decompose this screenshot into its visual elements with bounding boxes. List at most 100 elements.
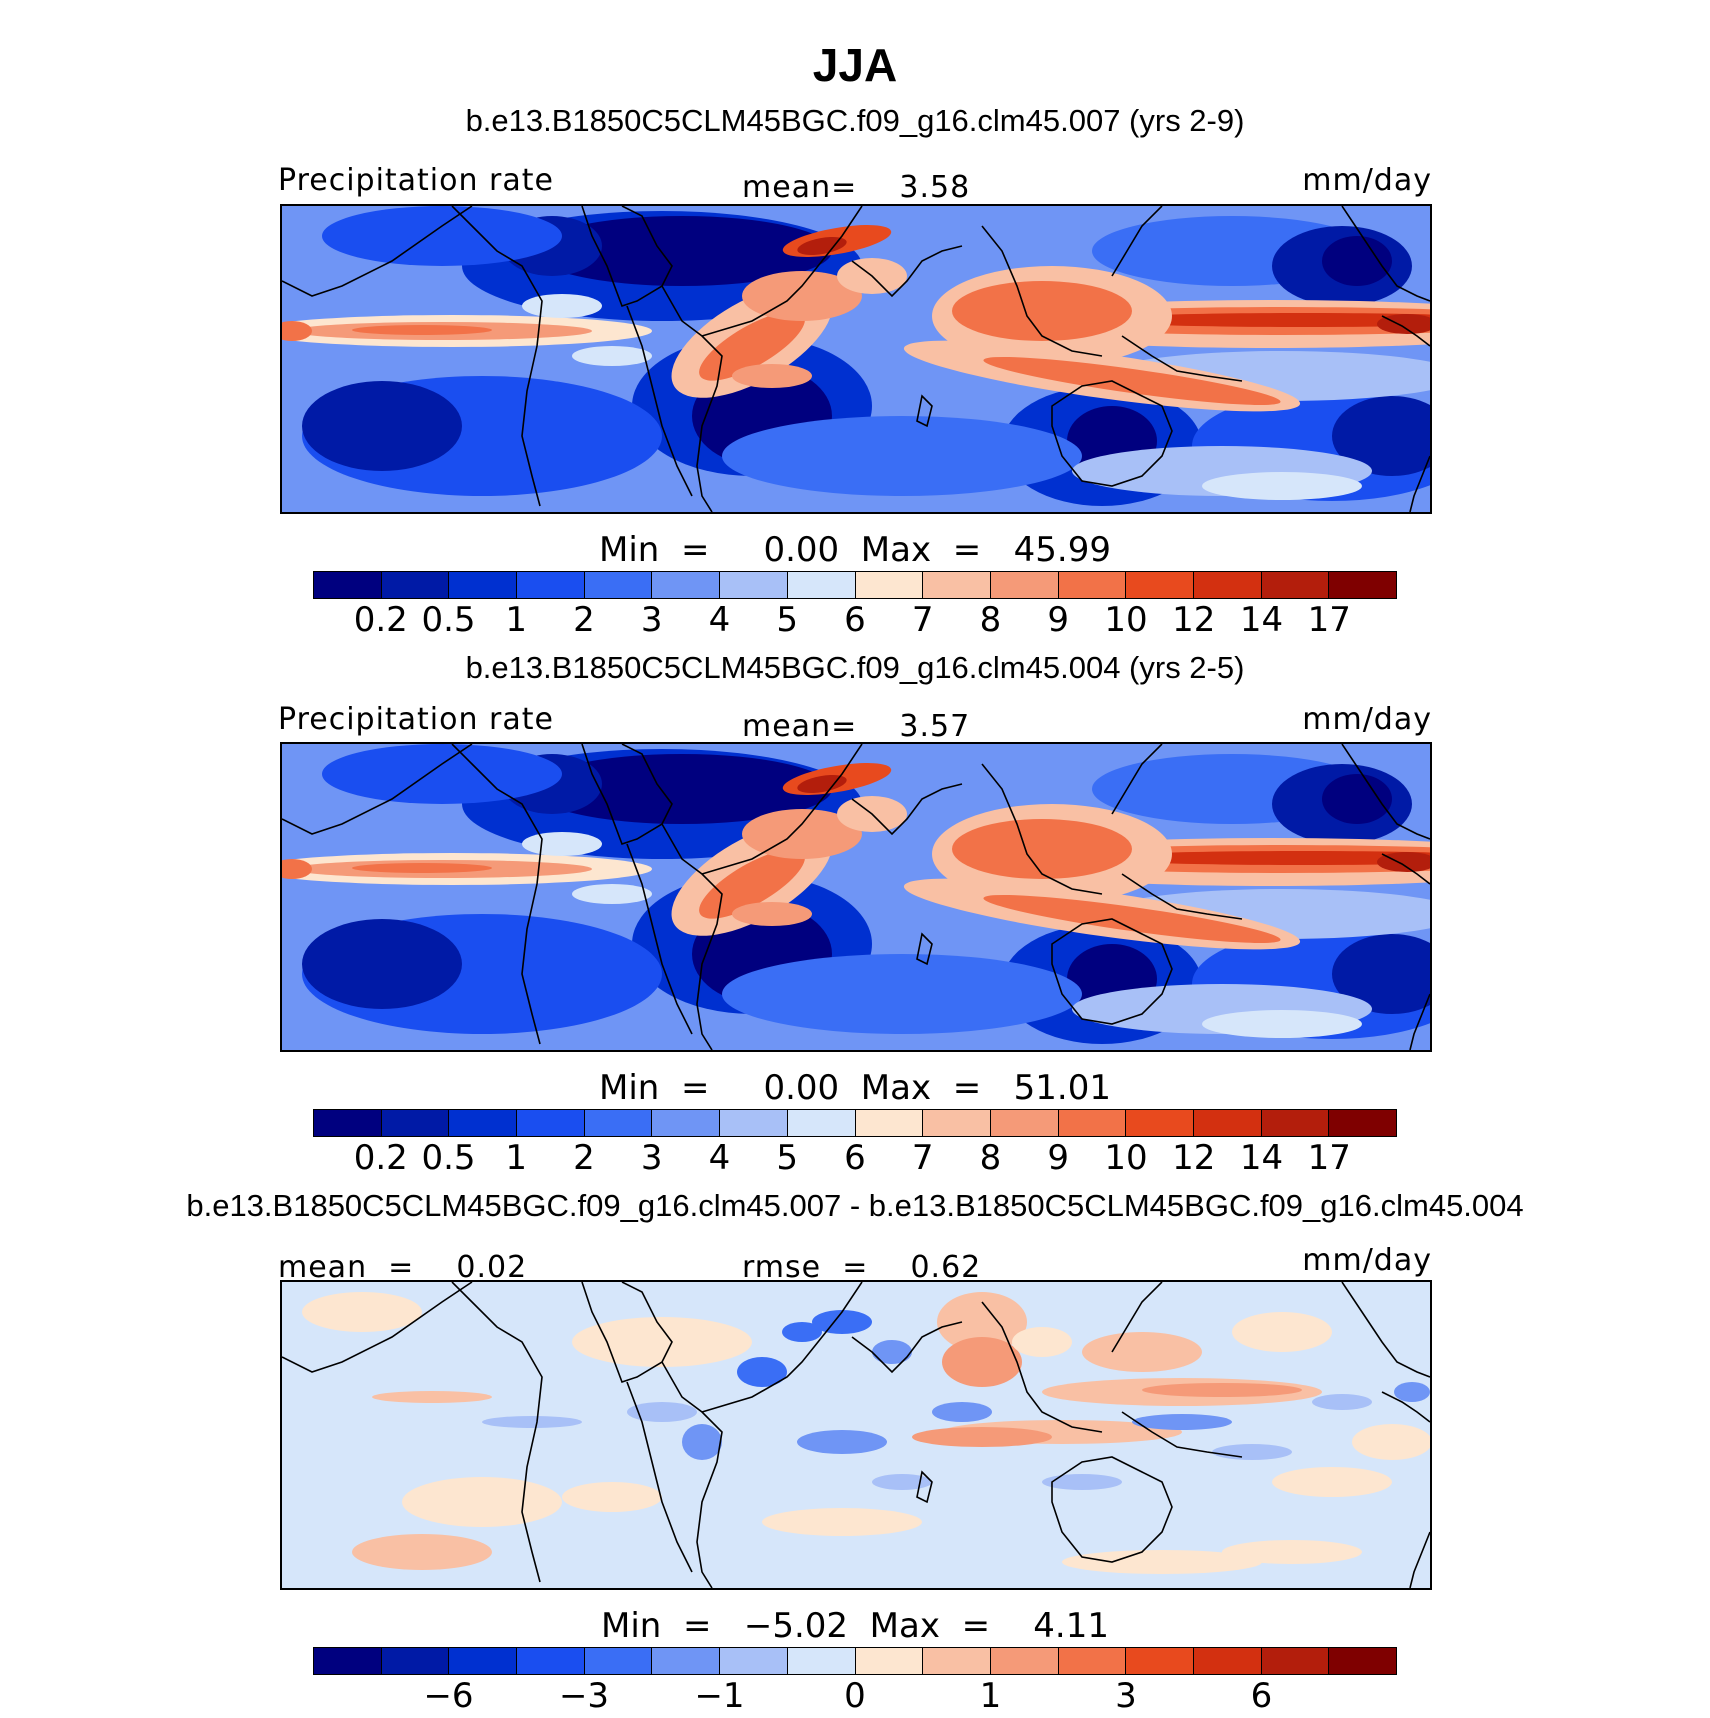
colorbar-tick-label: 10: [1104, 600, 1148, 640]
colorbar-swatch: [720, 1110, 788, 1136]
colorbar-1: [313, 571, 1397, 599]
colorbar-tick-label: 4: [708, 1138, 731, 1178]
colorbar-swatch: [314, 1110, 382, 1136]
colorbar-swatch: [787, 1110, 856, 1136]
colorbar-tick-label: 3: [640, 1138, 663, 1178]
minmax-label-3: Min = −5.02 Max = 4.11: [601, 1606, 1109, 1646]
colorbar-ticks-1: 0.2 0.5 1 2 3 4 5 6 7 8 9 10 12 14 17: [313, 600, 1397, 640]
colorbar-tick-label: 7: [911, 600, 934, 640]
colorbar-swatch: [517, 1110, 585, 1136]
colorbar-ticks-2: 0.2 0.5 1 2 3 4 5 6 7 8 9 10 12 14 17: [313, 1138, 1397, 1178]
colorbar-tick-label: 10: [1104, 1138, 1148, 1178]
colorbar-tick-label: 0.2: [353, 1138, 408, 1178]
colorbar-swatch: [1329, 572, 1396, 598]
map-panel-2: [280, 742, 1432, 1052]
colorbar-tick-label: 2: [573, 1138, 595, 1178]
colorbar-swatch: [787, 1648, 856, 1674]
colorbar-tick-label: −1: [694, 1676, 745, 1716]
colorbar-tick-label: 0.5: [421, 600, 476, 640]
case-title-1: b.e13.B1850C5CLM45BGC.f09_g16.clm45.007 …: [465, 103, 1245, 138]
colorbar-swatch: [1058, 1110, 1127, 1136]
map-panel-1: [280, 204, 1432, 514]
colorbar-tick-label: 2: [573, 600, 595, 640]
case-title-3: b.e13.B1850C5CLM45BGC.f09_g16.clm45.007 …: [186, 1188, 1524, 1223]
colorbar-tick-label: 17: [1307, 1138, 1351, 1178]
map-panel-3: [280, 1280, 1432, 1590]
colorbar-swatch: [720, 572, 788, 598]
colorbar-tick-label: 6: [844, 600, 866, 640]
colorbar-tick-label: 12: [1172, 1138, 1216, 1178]
colorbar-tick-label: 9: [1047, 1138, 1070, 1178]
colorbar-swatch: [990, 1648, 1059, 1674]
colorbar-swatch: [855, 572, 924, 598]
colorbar-tick-label: 3: [1115, 1676, 1137, 1716]
colorbar-swatch: [584, 1648, 653, 1674]
colorbar-tick-label: 1: [979, 1676, 1002, 1716]
colorbar-swatch: [314, 1648, 382, 1674]
colorbar-swatch: [787, 572, 856, 598]
colorbar-swatch: [1193, 572, 1262, 598]
colorbar-tick-label: 1: [505, 1138, 528, 1178]
variable-label-2: Precipitation rate: [278, 702, 554, 737]
colorbar-tick-label: 3: [640, 600, 663, 640]
colorbar-tick-label: 6: [1250, 1676, 1273, 1716]
colorbar-tick-label: 7: [911, 1138, 934, 1178]
colorbar-swatch: [1329, 1648, 1396, 1674]
colorbar-swatch: [517, 572, 585, 598]
colorbar-swatch: [449, 1648, 518, 1674]
colorbar-swatch: [449, 1110, 518, 1136]
units-label-1: mm/day: [1302, 163, 1432, 198]
colorbar-tick-label: 17: [1307, 600, 1351, 640]
colorbar-tick-label: 1: [505, 600, 528, 640]
colorbar-swatch: [1193, 1648, 1262, 1674]
colorbar-swatch: [1126, 1648, 1194, 1674]
colorbar-swatch: [652, 1110, 721, 1136]
units-label-3: mm/day: [1302, 1243, 1432, 1278]
rmse-label-3: rmse = 0.62: [742, 1250, 982, 1285]
colorbar-swatch: [1126, 1110, 1194, 1136]
colorbar-swatch: [1329, 1110, 1396, 1136]
colorbar-swatch: [584, 572, 653, 598]
colorbar-swatch: [1193, 1110, 1262, 1136]
colorbar-tick-label: 5: [776, 600, 799, 640]
colorbar-3: [313, 1647, 1397, 1675]
mean-label-3: mean = 0.02: [278, 1250, 528, 1285]
colorbar-2: [313, 1109, 1397, 1137]
colorbar-swatch: [381, 1110, 450, 1136]
minmax-label-1: Min = 0.00 Max = 45.99: [599, 530, 1111, 570]
minmax-label-2: Min = 0.00 Max = 51.01: [599, 1068, 1111, 1108]
colorbar-tick-label: 0: [844, 1676, 866, 1716]
case-title-2: b.e13.B1850C5CLM45BGC.f09_g16.clm45.004 …: [465, 650, 1245, 685]
units-label-2: mm/day: [1302, 702, 1432, 737]
colorbar-tick-label: 0.5: [421, 1138, 476, 1178]
colorbar-tick-label: 0.2: [353, 600, 408, 640]
colorbar-swatch: [923, 1648, 991, 1674]
colorbar-swatch: [855, 1110, 924, 1136]
variable-label-1: Precipitation rate: [278, 163, 554, 198]
colorbar-tick-label: 8: [979, 1138, 1002, 1178]
colorbar-swatch: [923, 1110, 991, 1136]
colorbar-swatch: [1261, 1648, 1330, 1674]
colorbar-tick-label: 6: [844, 1138, 866, 1178]
colorbar-swatch: [449, 572, 518, 598]
mean-label-1: mean= 3.58: [742, 170, 971, 205]
colorbar-ticks-3: −6 −3 −1 0 1 3 6: [313, 1676, 1397, 1716]
colorbar-tick-label: 12: [1172, 600, 1216, 640]
colorbar-swatch: [517, 1648, 585, 1674]
colorbar-swatch: [381, 572, 450, 598]
colorbar-swatch: [1058, 572, 1127, 598]
colorbar-tick-label: −3: [558, 1676, 610, 1716]
colorbar-swatch: [1126, 572, 1194, 598]
colorbar-swatch: [1058, 1648, 1127, 1674]
colorbar-swatch: [855, 1648, 924, 1674]
colorbar-tick-label: 5: [776, 1138, 799, 1178]
colorbar-swatch: [584, 1110, 653, 1136]
colorbar-tick-label: 14: [1239, 600, 1284, 640]
colorbar-tick-label: −6: [423, 1676, 474, 1716]
colorbar-swatch: [381, 1648, 450, 1674]
colorbar-swatch: [1261, 572, 1330, 598]
colorbar-tick-label: 14: [1239, 1138, 1284, 1178]
colorbar-swatch: [1261, 1110, 1330, 1136]
colorbar-tick-label: 4: [708, 600, 731, 640]
colorbar-swatch: [652, 572, 721, 598]
